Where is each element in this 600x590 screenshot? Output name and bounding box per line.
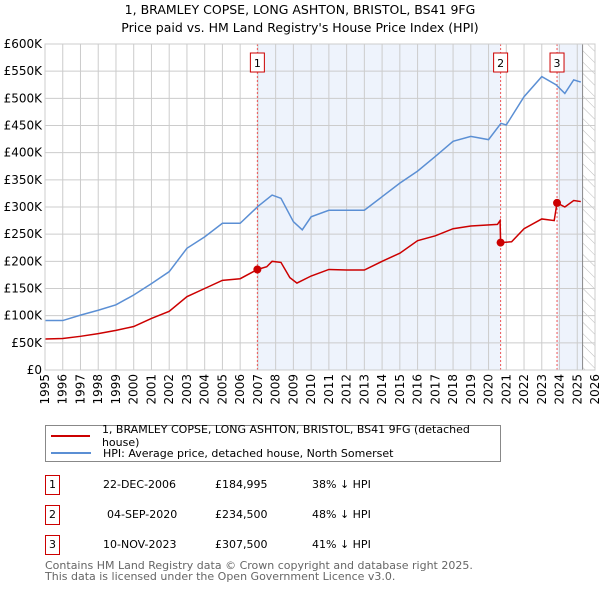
x-tick-label: 2018 [446, 374, 460, 405]
y-tick-label: £250K [4, 227, 44, 241]
x-tick-label: 2012 [340, 374, 354, 405]
y-tick-label: £50K [11, 336, 43, 350]
x-tick-label: 2009 [286, 374, 300, 405]
x-tick-label: 2025 [570, 374, 584, 405]
x-tick-label: 1997 [73, 374, 87, 405]
x-tick-label: 2003 [180, 374, 194, 405]
sale-label-box [249, 52, 265, 73]
legend-item-hpi: HPI: Average price, detached house, Nort… [46, 445, 393, 461]
transaction-price: £234,500 [215, 508, 268, 521]
sale-label-box [549, 52, 565, 73]
sale-label-box [493, 52, 509, 73]
y-tick-label: £0 [27, 363, 42, 377]
price-chart: 1995 1996 1997 1998 1999 2000 2001 2002 2003 2004… [4, 37, 600, 405]
y-tick-label: £450K [4, 119, 44, 133]
x-tick-label: 2010 [304, 374, 318, 405]
y-tick-label: £600K [4, 37, 44, 51]
transaction-price: £184,995 [215, 478, 268, 491]
y-tick-label: £350K [4, 173, 44, 187]
x-tick-label: 2011 [322, 374, 336, 405]
x-tick-label: 1999 [109, 374, 123, 405]
legend-item-property: 1, BRAMLEY COPSE, LONG ASHTON, BRISTOL, … [46, 423, 500, 449]
y-tick-label: £100K [4, 309, 44, 323]
x-tick-label: 2023 [535, 374, 549, 405]
transaction-marker: 3 [45, 535, 60, 555]
y-tick-label: £200K [4, 254, 44, 268]
plot-frame [44, 43, 596, 371]
transaction-marker: 2 [45, 505, 60, 525]
x-tick-label: 1995 [38, 374, 52, 405]
footer-licence: This data is licensed under the Open Gov… [45, 570, 396, 583]
x-tick-label: 2021 [499, 374, 513, 405]
legend-swatch-property [51, 435, 90, 437]
transaction-date: 10-NOV-2023 [103, 538, 177, 551]
x-tick-label: 2006 [233, 374, 247, 405]
x-tick-label: 2000 [127, 374, 141, 405]
x-tick-label: 1998 [91, 374, 105, 405]
x-tick-label: 2022 [517, 374, 531, 405]
transaction-marker: 1 [45, 475, 60, 495]
x-tick-label: 2007 [251, 374, 265, 405]
hpi-series-line [45, 75, 582, 322]
chart-title: 1, BRAMLEY COPSE, LONG ASHTON, BRISTOL, … [124, 2, 476, 17]
x-tick-label: 2024 [553, 374, 567, 405]
footer-copyright: Contains HM Land Registry data © Crown c… [45, 559, 473, 572]
chart-subtitle: Price paid vs. HM Land Registry's House … [121, 20, 479, 35]
legend: 1, BRAMLEY COPSE, LONG ASHTON, BRISTOL, … [45, 423, 501, 462]
x-tick-label: 2017 [428, 374, 442, 405]
sale-label: 3 [554, 57, 561, 70]
x-tick-label: 2026 [588, 374, 600, 405]
footer: Contains HM Land Registry data © Crown c… [45, 560, 473, 582]
x-tick-label: 2008 [269, 374, 283, 405]
x-tick-label: 2005 [215, 374, 229, 405]
x-tick-label: 2016 [411, 374, 425, 405]
x-tick-label: 1996 [56, 374, 70, 405]
x-tick-label: 2020 [482, 374, 496, 405]
transaction-date: 04-SEP-2020 [107, 508, 178, 521]
legend-label-property: 1, BRAMLEY COPSE, LONG ASHTON, BRISTOL, … [101, 423, 470, 449]
sale-label: 1 [254, 57, 261, 70]
transaction-hpi-diff: 48% ↓ HPI [312, 508, 371, 521]
legend-swatch-hpi [51, 452, 91, 454]
x-tick-label: 2013 [357, 374, 371, 405]
legend-label-hpi: HPI: Average price, detached house, Nort… [103, 446, 394, 460]
sale-label: 2 [497, 57, 504, 70]
y-tick-label: £550K [4, 64, 44, 78]
x-tick-label: 2019 [464, 374, 478, 405]
x-tick-label: 2014 [375, 374, 389, 405]
y-tick-label: £400K [4, 146, 44, 160]
x-tick-label: 2015 [393, 374, 407, 405]
x-tick-label: 2001 [144, 374, 158, 405]
sale-point [253, 265, 262, 274]
sale-point [553, 198, 562, 207]
property-series-line [44, 199, 581, 340]
transaction-date: 22-DEC-2006 [103, 478, 177, 491]
y-tick-label: £300K [4, 200, 44, 214]
x-tick-label: 2002 [162, 374, 176, 405]
y-tick-label: £150K [4, 282, 44, 296]
x-tick-label: 2004 [198, 374, 212, 405]
y-tick-label: £500K [4, 91, 44, 105]
transaction-price: £307,500 [215, 538, 268, 551]
transaction-hpi-diff: 41% ↓ HPI [312, 538, 371, 551]
sale-point [496, 238, 505, 247]
transaction-hpi-diff: 38% ↓ HPI [312, 478, 371, 491]
